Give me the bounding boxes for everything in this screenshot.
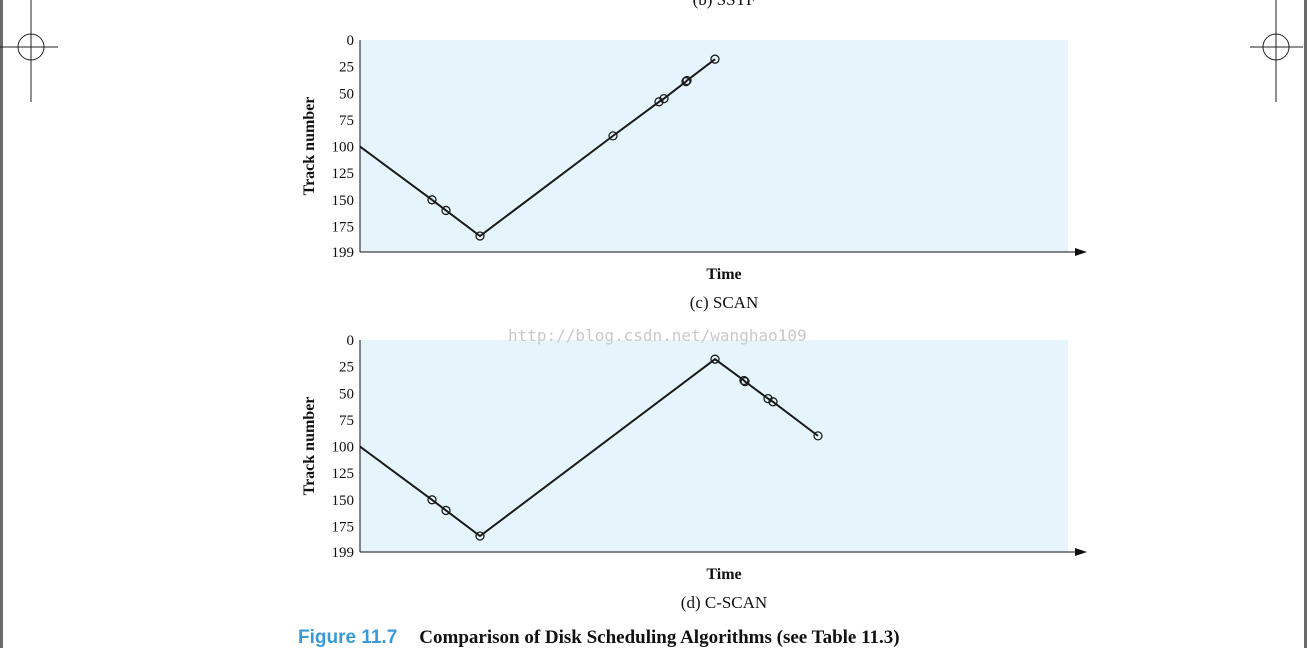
y-tick-label-4: 100: [332, 440, 355, 456]
y-tick-label-3: 75: [339, 413, 354, 429]
data-point-8: [710, 54, 720, 64]
data-point-4: [654, 97, 664, 107]
data-point-2: [475, 231, 485, 241]
y-tick-label-1: 25: [339, 360, 354, 376]
y-tick-label-8: 199: [332, 245, 355, 261]
y-tick-label-0: 0: [347, 333, 355, 349]
data-point-7: [768, 397, 778, 407]
x-axis-arrow-icon: [1075, 248, 1087, 256]
y-tick-label-6: 150: [332, 493, 355, 509]
data-point-0: [427, 495, 437, 505]
data-point-3: [710, 354, 720, 364]
y-tick-label-8: 199: [332, 545, 355, 561]
data-point-1: [441, 205, 451, 216]
y-tick-label-1: 25: [339, 60, 354, 76]
y-tick-label-5: 125: [332, 166, 355, 182]
y-axis-label: Track number: [301, 397, 318, 496]
figure-number: Figure 11.7: [298, 627, 397, 648]
y-tick-label-7: 175: [332, 219, 355, 235]
registration-mark-right-icon: [1250, 0, 1303, 102]
data-point-7: [682, 75, 692, 86]
registration-mark-left-icon: [0, 0, 58, 102]
data-point-4: [739, 375, 749, 386]
y-tick-label-0: 0: [347, 33, 355, 49]
x-axis-label: Time: [706, 566, 741, 583]
y-tick-label-2: 50: [339, 386, 354, 402]
y-tick-label-4: 100: [332, 140, 355, 156]
y-tick-label-6: 150: [332, 193, 355, 209]
data-point-0: [427, 195, 437, 205]
data-point-5: [740, 376, 750, 387]
data-point-8: [813, 431, 823, 441]
plot-area: [360, 40, 1068, 252]
left-edge-bar: [0, 0, 3, 648]
y-axis-label: Track number: [301, 97, 318, 196]
chart-caption: (c) SCAN: [690, 293, 758, 312]
y-tick-label-5: 125: [332, 466, 355, 482]
data-point-5: [659, 93, 669, 104]
figure-caption: Figure 11.7 Comparison of Disk Schedulin…: [298, 627, 900, 648]
top-cut-label: (b) SSTF: [693, 0, 756, 9]
series-line: [359, 58, 716, 238]
data-point-1: [441, 505, 451, 516]
series-line: [359, 357, 819, 538]
chart-cscan: 0 25 50 75 100 125 150 175 199 Track number Time (d…: [301, 333, 1087, 612]
data-point-6: [681, 76, 691, 87]
y-tick-label-3: 75: [339, 113, 354, 129]
plot-area: [360, 340, 1068, 552]
right-edge-bar: [1304, 0, 1307, 648]
watermark-text: http://blog.csdn.net/wanghao109: [508, 326, 807, 345]
y-tick-label-7: 175: [332, 519, 355, 535]
x-axis-arrow-icon: [1075, 548, 1087, 556]
y-tick-label-2: 50: [339, 86, 354, 102]
data-point-2: [475, 531, 485, 541]
chart-scan: 0 25 50 75 100 125 150 175 199 Track number Time (c…: [301, 33, 1087, 312]
x-axis-label: Time: [706, 266, 741, 283]
data-point-3: [608, 131, 618, 141]
chart-caption: (d) C-SCAN: [681, 593, 767, 612]
figure-title: Comparison of Disk Scheduling Algorithms…: [419, 627, 899, 648]
data-point-6: [763, 393, 773, 404]
